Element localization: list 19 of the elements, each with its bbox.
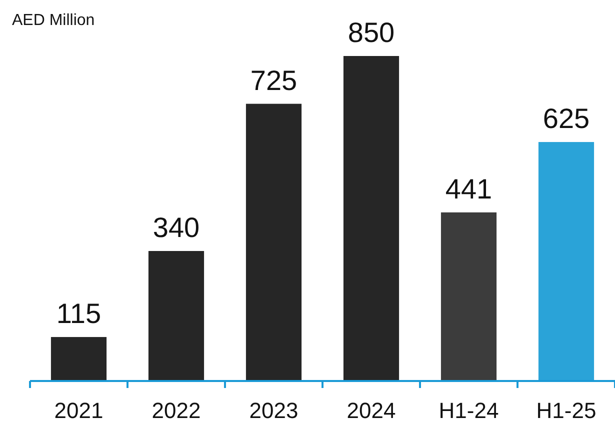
x-tick-label: 2023 — [249, 398, 298, 423]
data-label: 441 — [445, 173, 492, 204]
data-label: 850 — [348, 17, 395, 48]
bar — [440, 212, 497, 381]
bar — [50, 337, 107, 381]
data-label: 115 — [56, 298, 102, 330]
bar — [246, 104, 302, 381]
x-tick-label: 2022 — [152, 398, 201, 423]
data-label: 340 — [152, 212, 200, 243]
x-tick-label: H1-24 — [438, 398, 499, 423]
data-label: 625 — [542, 103, 590, 134]
bar — [148, 251, 204, 381]
x-tick-label: H1-25 — [536, 398, 596, 423]
x-tick-label: 2021 — [54, 398, 104, 423]
y-axis-title: AED Million — [12, 12, 95, 29]
bar — [538, 142, 594, 381]
bar — [343, 56, 400, 381]
x-tick-label: 2024 — [346, 398, 396, 423]
data-label: 725 — [250, 64, 298, 96]
